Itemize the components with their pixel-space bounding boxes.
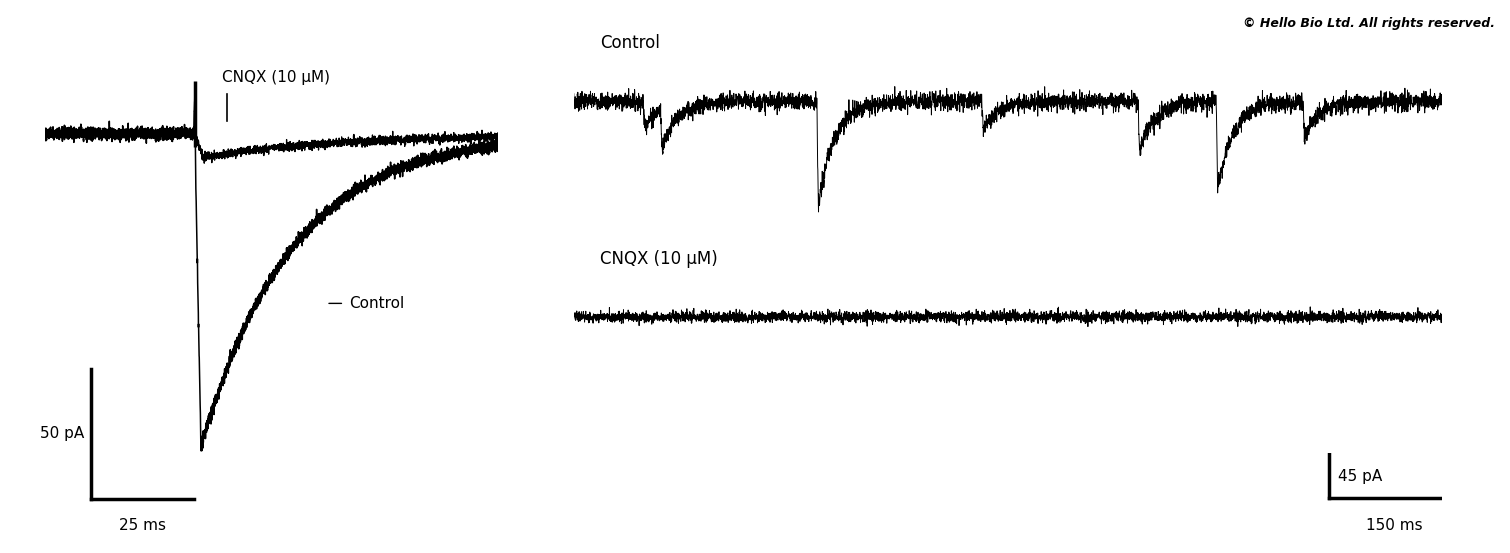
- Text: 25 ms: 25 ms: [119, 518, 166, 533]
- Text: CNQX (10 μM): CNQX (10 μM): [222, 70, 331, 85]
- Text: 150 ms: 150 ms: [1367, 518, 1422, 533]
- Text: CNQX (10 μM): CNQX (10 μM): [599, 249, 717, 268]
- Text: © Hello Bio Ltd. All rights reserved.: © Hello Bio Ltd. All rights reserved.: [1243, 17, 1495, 30]
- Text: 45 pA: 45 pA: [1338, 469, 1382, 484]
- Text: Control: Control: [349, 296, 405, 311]
- Text: 50 pA: 50 pA: [39, 426, 83, 441]
- Text: Control: Control: [599, 34, 660, 52]
